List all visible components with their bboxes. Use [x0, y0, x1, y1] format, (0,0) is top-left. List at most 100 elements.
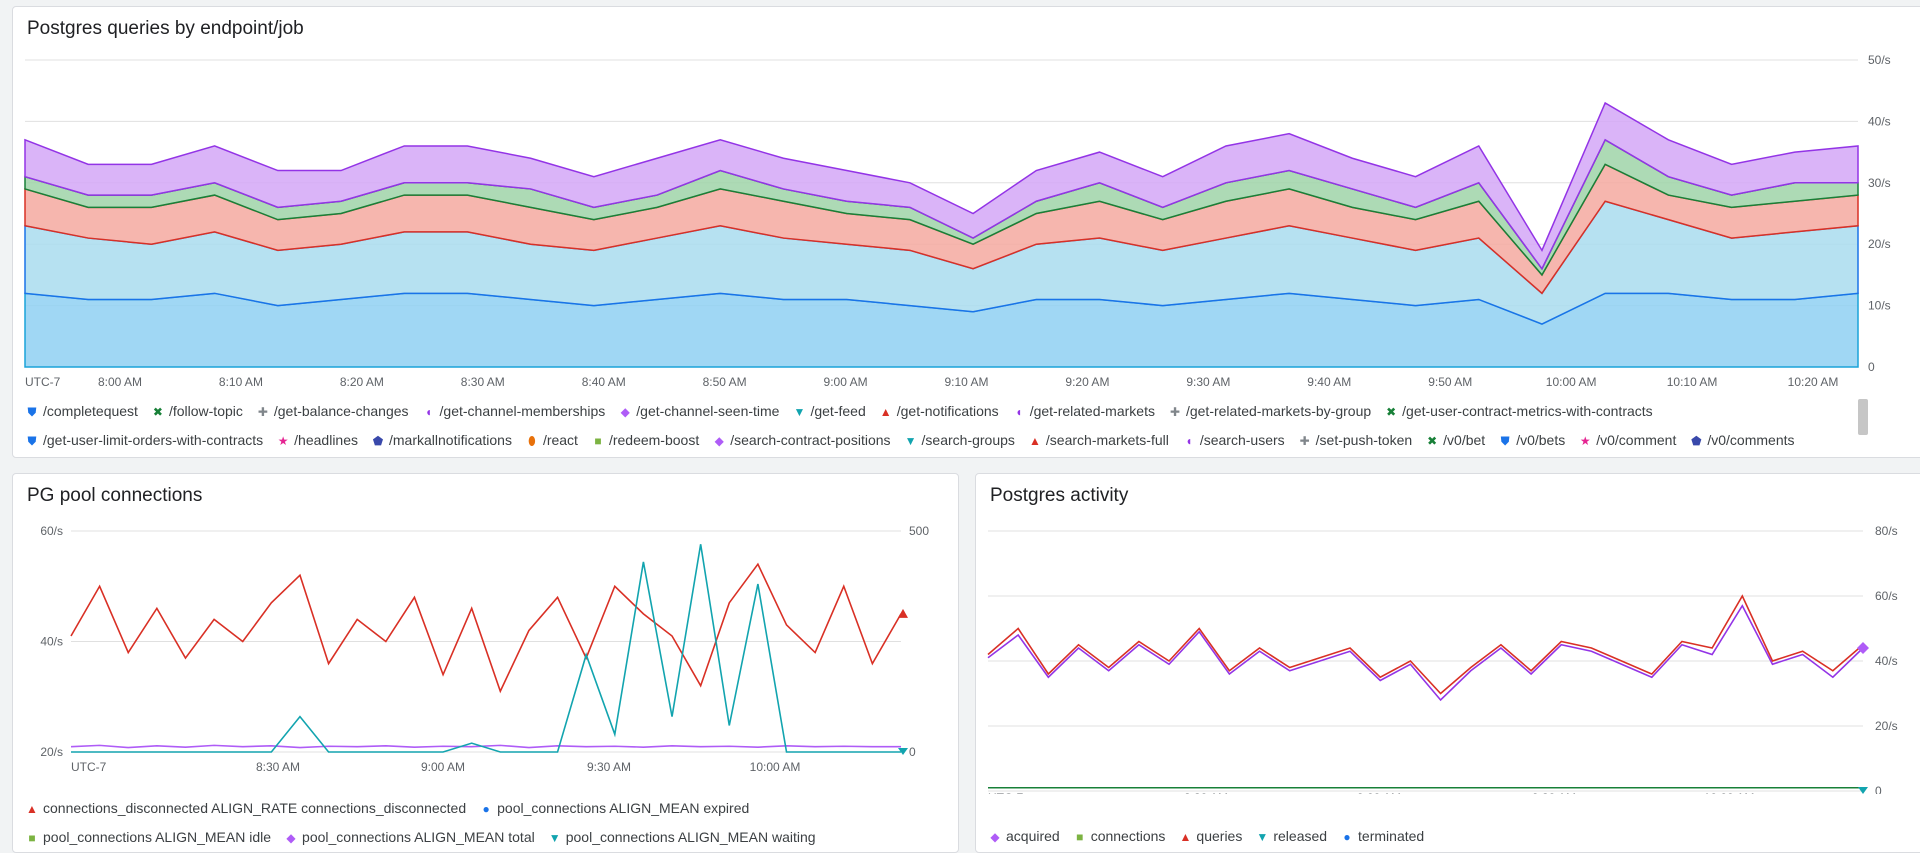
legend-label: pool_connections ALIGN_MEAN expired	[497, 800, 750, 816]
y2-tick-label: 500	[909, 524, 929, 538]
queries-legend-item[interactable]: ◖ /get-channel-memberships	[422, 397, 606, 426]
legend-label: /headlines	[294, 432, 358, 448]
legend-label: pool_connections ALIGN_MEAN waiting	[565, 829, 816, 845]
plus-marker-icon: ✚	[1169, 405, 1180, 419]
x-tick-label: 8:30 AM	[256, 760, 300, 774]
x-tick-label: 9:00 AM	[421, 760, 465, 774]
area-series[interactable]	[24, 101, 1859, 271]
pentagon-marker-icon: ⬟	[372, 434, 384, 448]
legend-label: /redeem-boost	[608, 432, 700, 448]
line-series[interactable]	[70, 744, 901, 749]
circle-marker-icon: ●	[1343, 830, 1351, 844]
legend-label: /completequest	[43, 403, 138, 419]
line-series[interactable]	[987, 594, 1864, 695]
pool-legend-item[interactable]: ◆ pool_connections ALIGN_MEAN total	[284, 823, 535, 852]
activity-legend-item[interactable]: ● terminated	[1340, 822, 1424, 851]
line-series[interactable]	[71, 544, 901, 753]
x-tick-label: 10:20 AM	[1788, 375, 1839, 387]
queries-legend-item[interactable]: ★ /v0/comment	[1578, 426, 1677, 455]
pin-marker-icon: ⬮	[528, 434, 536, 448]
legend-label: /search-groups	[921, 432, 1015, 448]
x-tick-label: UTC-7	[988, 791, 1024, 794]
legend-label: queries	[1196, 828, 1243, 844]
y-tick-label: 20/s	[1875, 719, 1898, 733]
diamond-marker-icon: ◆	[990, 830, 1000, 844]
legend-label: pool_connections ALIGN_MEAN total	[302, 829, 535, 845]
shield-marker-icon: ⛊	[1500, 434, 1510, 448]
queries-legend-item[interactable]: ⛊ /v0/bets	[1498, 426, 1566, 455]
queries-legend-item[interactable]: ✚ /set-push-token	[1298, 426, 1413, 455]
legend-label: /get-related-markets-by-group	[1185, 403, 1372, 419]
queries-legend-item[interactable]: ▼ /get-feed	[792, 397, 866, 426]
activity-legend-item[interactable]: ▲ queries	[1178, 822, 1242, 851]
pool-legend-item[interactable]: ▼ pool_connections ALIGN_MEAN waiting	[548, 823, 816, 852]
pool-legend-item[interactable]: ■ pool_connections ALIGN_MEAN idle	[25, 823, 271, 852]
queries-area-chart[interactable]: 50/s 40/s 30/s 20/s 10/s 0 UTC-7 8:00 AM 8:10 AM…	[13, 7, 1920, 387]
queries-legend-item[interactable]: ✚ /get-balance-changes	[256, 397, 409, 426]
legend-label: /get-balance-changes	[273, 403, 409, 419]
queries-legend-item[interactable]: ▲ /search-markets-full	[1028, 426, 1169, 455]
queries-legend-item[interactable]: ◖ /get-related-markets	[1012, 397, 1155, 426]
queries-legend-item[interactable]: ✚ /get-related-markets-by-group	[1168, 397, 1371, 426]
x-tick-label: 9:00 AM	[824, 375, 868, 387]
star-marker-icon: ★	[277, 434, 289, 448]
legend-label: /get-notifications	[896, 403, 999, 419]
queries-legend-item[interactable]: ⬟ /markallnotifications	[371, 426, 512, 455]
legend-label: acquired	[1006, 828, 1060, 844]
x-tick-label: 8:50 AM	[703, 375, 747, 387]
legend-label: /v0/bets	[1516, 432, 1566, 448]
semicircle-marker-icon: ◖	[1185, 434, 1193, 448]
queries-legend-item[interactable]: ✖ /follow-topic	[151, 397, 243, 426]
x-tick-label: 10:10 AM	[1667, 375, 1718, 387]
queries-legend-item[interactable]: ▼ /search-groups	[904, 426, 1015, 455]
activity-line-chart[interactable]: 80/s 60/s 40/s 20/s 0 UTC-7 8:30 AM 9:00 AM 9:30…	[976, 474, 1920, 794]
plus-marker-icon: ✚	[1299, 434, 1310, 448]
x-tick-label: 9:30 AM	[587, 760, 631, 774]
queries-legend-item[interactable]: ⛊ /get-user-limit-orders-with-contracts	[25, 426, 263, 455]
triangle-down-marker-icon: ▼	[793, 405, 806, 419]
legend-label: connections	[1090, 828, 1166, 844]
pool-legend-item[interactable]: ● pool_connections ALIGN_MEAN expired	[479, 794, 750, 823]
triangle-up-marker-icon: ▲	[879, 405, 892, 419]
activity-legend-item[interactable]: ▼ released	[1255, 822, 1327, 851]
circle-marker-icon: ●	[482, 802, 490, 816]
legend-label: /search-contract-positions	[730, 432, 891, 448]
diamond-marker-icon	[1857, 642, 1869, 654]
legend-label: /search-markets-full	[1045, 432, 1169, 448]
queries-legend-item[interactable]: ◆ /search-contract-positions	[712, 426, 891, 455]
x-tick-label: 10:00 AM	[750, 760, 801, 774]
x-marker-icon: ✖	[1427, 434, 1438, 448]
queries-legend-item[interactable]: ⬮ /react	[525, 426, 578, 455]
legend-label: /get-user-contract-metrics-with-contract…	[1402, 403, 1653, 419]
queries-legend-item[interactable]: ★ /headlines	[276, 426, 358, 455]
activity-panel: Postgres activity 80/s 60/s 40/s 20/s 0 UTC-7…	[975, 473, 1920, 853]
queries-legend-item[interactable]: ■ /redeem-boost	[591, 426, 699, 455]
pool-line-chart[interactable]: 60/s 40/s 20/s 500 0 UTC-7 8:30 AM 9:00 AM 9:30 …	[13, 474, 959, 784]
legend-label: /get-channel-memberships	[439, 403, 606, 419]
semicircle-marker-icon: ◖	[1015, 405, 1023, 419]
star-marker-icon: ★	[1579, 434, 1591, 448]
queries-legend-item[interactable]: ◖ /search-users	[1182, 426, 1284, 455]
queries-legend-item[interactable]: ⬟ /v0/comments	[1689, 426, 1794, 455]
queries-legend-item[interactable]: ✖ /v0/bet	[1425, 426, 1485, 455]
x-tick-label: 10:00 AM	[1704, 791, 1755, 794]
pool-legend-item[interactable]: ▲ connections_disconnected ALIGN_RATE con…	[25, 794, 466, 823]
activity-legend-item[interactable]: ■ connections	[1073, 822, 1166, 851]
triangle-up-marker-icon	[898, 608, 908, 618]
queries-legend-item[interactable]: ⛊ /completequest	[25, 397, 138, 426]
queries-legend-item[interactable]: ◆ /get-channel-seen-time	[618, 397, 780, 426]
activity-legend-item[interactable]: ◆ acquired	[988, 822, 1060, 851]
legend-label: /v0/comment	[1596, 432, 1677, 448]
square-marker-icon: ■	[1076, 830, 1084, 844]
triangle-down-marker-icon: ▼	[548, 831, 561, 845]
queries-legend-item[interactable]: ▲ /get-notifications	[879, 397, 999, 426]
x-tick-label: 9:30 AM	[1532, 791, 1576, 794]
queries-legend-item[interactable]: ✖ /get-user-contract-metrics-with-contrac…	[1384, 397, 1653, 426]
legend-scrollbar[interactable]	[1858, 399, 1868, 435]
line-series[interactable]	[987, 604, 1864, 702]
legend-label: /follow-topic	[168, 403, 243, 419]
line-series[interactable]	[70, 562, 902, 694]
activity-legend: ◆ acquired ■ connections ▲ queries ▼ released ● t…	[988, 822, 1908, 851]
diamond-marker-icon: ◆	[714, 434, 724, 448]
triangle-up-marker-icon: ▲	[1028, 434, 1041, 448]
